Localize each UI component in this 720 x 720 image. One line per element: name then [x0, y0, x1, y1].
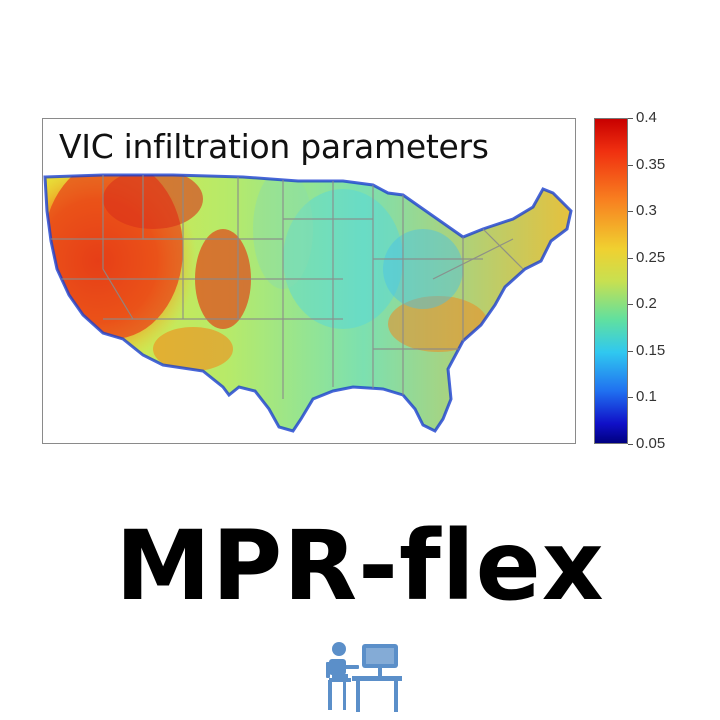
- colorbar-tick-mark: [628, 304, 633, 306]
- colorbar-tick-label: 0.35: [636, 155, 666, 173]
- brand-title: MPR-flex: [115, 510, 605, 622]
- colorbar-tick-label: 0.15: [636, 341, 666, 359]
- colorbar: [594, 118, 628, 444]
- us-map: [43, 173, 573, 433]
- colorbar-tick-label: 0.4: [636, 109, 657, 126]
- colorbar-tick-mark: [628, 444, 633, 445]
- colorbar-tick-mark: [628, 350, 633, 352]
- colorbar-tick-mark: [628, 397, 633, 399]
- colorbar-tick-label: 0.05: [636, 435, 666, 452]
- colorbar-tick-mark: [628, 118, 633, 119]
- colorbar-tick-label: 0.3: [636, 202, 657, 220]
- person-at-computer-icon: [326, 642, 402, 712]
- colorbar-tick-mark: [628, 211, 633, 213]
- map-title: VIC infiltration parameters: [59, 127, 489, 166]
- colorbar-tick-mark: [628, 257, 633, 259]
- colorbar-tick-mark: [628, 164, 633, 166]
- map-panel: VIC infiltration parameters: [42, 118, 576, 444]
- colorbar-tick-label: 0.25: [636, 248, 666, 266]
- colorbar-tick-label: 0.2: [636, 295, 657, 313]
- colorbar-tick-label: 0.1: [636, 388, 657, 406]
